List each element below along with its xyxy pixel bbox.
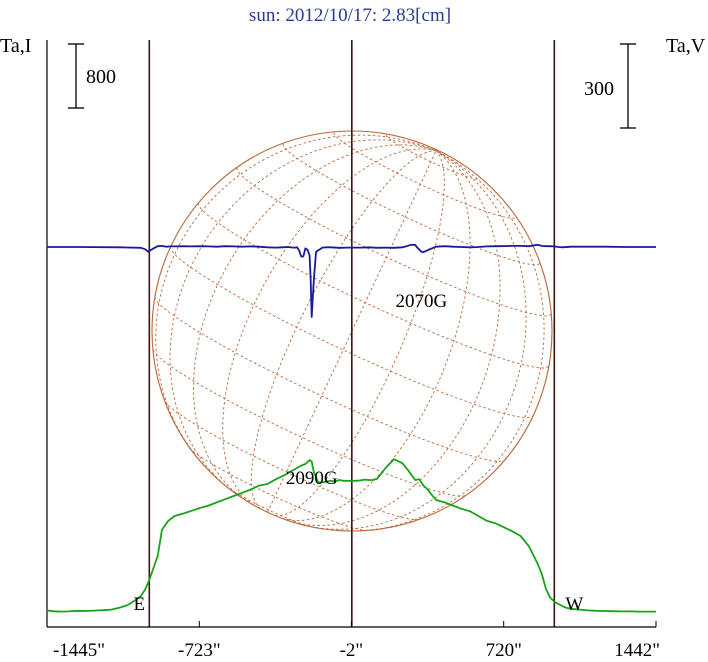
annotation-2070g: 2070G	[396, 291, 448, 312]
x-tick-label: 1442"	[614, 640, 660, 661]
parallel-line	[164, 401, 419, 521]
x-tick-label: -2"	[340, 640, 364, 661]
x-tick-label: -723"	[178, 640, 221, 661]
limb-label-w: W	[565, 594, 583, 615]
parallel-line	[236, 167, 552, 317]
parallel-line	[282, 143, 540, 266]
right-scale-bar	[620, 43, 636, 129]
parallel-line	[170, 246, 534, 419]
meridian-line	[155, 134, 437, 465]
meridian-line	[267, 150, 437, 513]
parallel-line	[226, 486, 313, 528]
x-tick-label: 720"	[486, 640, 522, 661]
limb-label-e: E	[134, 594, 146, 615]
plot-frame	[46, 40, 657, 628]
meridian-line	[222, 148, 437, 506]
meridian-line	[274, 150, 445, 517]
right-axis-label: Ta,V	[666, 35, 706, 57]
annotation-2090g: 2090G	[286, 468, 338, 489]
parallel-line	[152, 349, 466, 497]
left-axis-label: Ta,I	[0, 35, 31, 57]
meridian-line	[287, 150, 501, 526]
chart-title: sun: 2012/10/17: 2.83[cm]	[249, 5, 451, 26]
left-scale-bar-label: 800	[86, 66, 116, 88]
meridian-line	[250, 150, 437, 509]
right-scale-bar-label: 300	[584, 78, 614, 100]
meridian-line	[169, 139, 437, 495]
x-tick-label: -1445"	[53, 640, 105, 661]
chart-text-labels: -1445" -723" -2" 720" 1442" E W 2090G 2070G	[53, 291, 660, 661]
meridian-line	[193, 144, 437, 503]
left-scale-bar	[68, 43, 84, 109]
intensity-line	[46, 458, 656, 613]
series-lines	[46, 243, 656, 613]
meridian-line	[281, 150, 471, 522]
meridian-line	[345, 150, 545, 532]
polarization-line	[47, 243, 656, 318]
marker-lines	[148, 40, 556, 627]
meridian-line	[301, 150, 527, 530]
parallel-line	[333, 132, 516, 219]
parallel-line	[154, 297, 505, 462]
parallel-line	[198, 202, 550, 369]
solar-disk-grid	[151, 130, 553, 532]
